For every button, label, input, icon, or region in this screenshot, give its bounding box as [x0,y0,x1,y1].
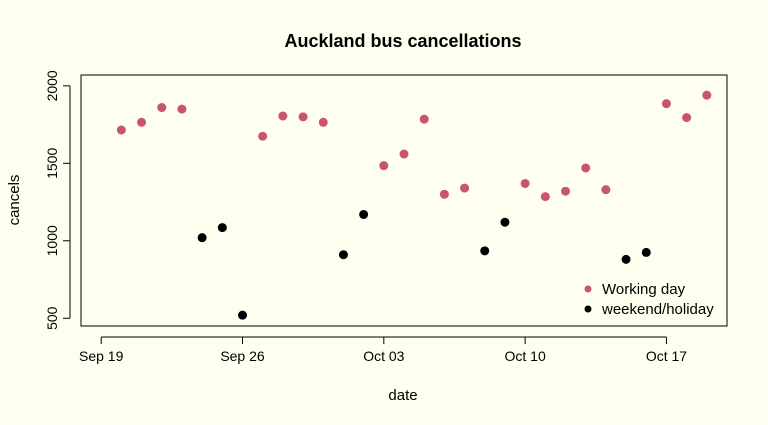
data-point [621,254,631,264]
data-point [540,192,550,202]
x-tick-label: Oct 10 [505,348,546,364]
data-point [460,183,470,193]
data-point [217,223,227,233]
y-tick-label: 1500 [44,148,60,179]
x-axis-title: date [388,387,417,404]
data-point [137,117,147,127]
data-point [359,209,369,219]
data-point [641,247,651,257]
data-point [581,163,591,173]
x-tick-label: Sep 19 [79,348,124,364]
x-axis: Sep 19 Sep 26 Oct 03 Oct 10 Oct 17 [79,336,687,364]
data-point [561,186,570,196]
legend-label: weekend/holiday [601,301,714,318]
data-point [157,103,167,113]
data-point [661,99,671,109]
y-tick-label: 1000 [44,225,60,256]
legend: Working day weekend/holiday [584,281,714,318]
data-point [238,310,247,320]
data-point [258,131,268,141]
data-point [520,178,530,188]
data-point [399,149,409,159]
x-tick-label: Oct 17 [646,348,687,364]
y-tick-label: 500 [44,306,60,330]
x-tick-label: Oct 03 [363,348,404,364]
legend-label: Working day [602,281,686,298]
data-point [419,114,429,124]
x-tick-label: Sep 26 [220,348,265,364]
data-point [197,233,207,243]
data-point [379,161,389,171]
data-point [702,90,712,100]
data-point [318,117,328,127]
legend-marker [584,305,592,313]
data-point [177,104,187,114]
legend-marker [584,285,592,293]
data-point [439,189,449,199]
data-point [298,112,308,122]
data-point [480,246,490,256]
data-point [116,125,126,135]
plot-frame [80,74,728,327]
y-axis-title: cancels [6,175,23,226]
data-point [338,250,348,260]
y-axis: 500 1000 1500 2000 [44,70,71,330]
data-point [601,185,611,195]
data-point [278,111,288,121]
data-points [116,90,712,320]
data-point [500,217,510,227]
y-tick-label: 2000 [44,70,60,101]
chart-title: Auckland bus cancellations [284,31,521,51]
data-point [682,113,692,123]
